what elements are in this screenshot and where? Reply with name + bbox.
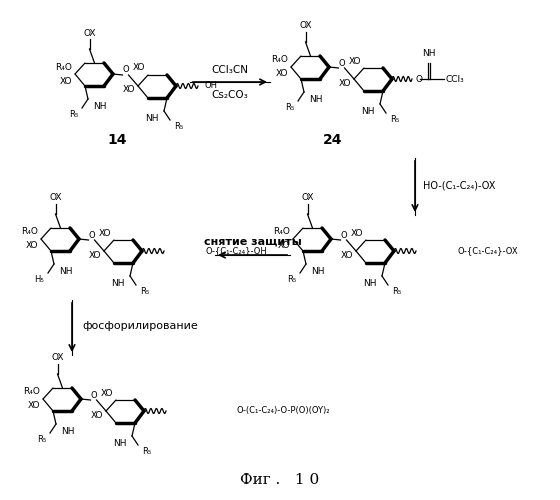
- Text: R₄O: R₄O: [273, 228, 290, 236]
- Text: XO: XO: [91, 410, 103, 420]
- Text: XO: XO: [59, 76, 72, 86]
- Text: R₄O: R₄O: [55, 62, 72, 72]
- Text: фосфорилирование: фосфорилирование: [82, 321, 198, 331]
- Text: O: O: [338, 58, 345, 68]
- Text: HO-(C₁-C₂₄)-OX: HO-(C₁-C₂₄)-OX: [423, 180, 496, 190]
- Text: 24: 24: [323, 133, 343, 147]
- Text: CCl₃CN: CCl₃CN: [212, 65, 249, 75]
- Text: OX: OX: [299, 22, 312, 30]
- Text: OX: OX: [52, 354, 64, 362]
- Text: O-(C₁-C₂₄)-O-P(O)(OY)₂: O-(C₁-C₂₄)-O-P(O)(OY)₂: [236, 406, 330, 416]
- Text: XO: XO: [351, 228, 363, 237]
- Text: O-{C₁-C₂₄}-OX: O-{C₁-C₂₄}-OX: [458, 246, 518, 256]
- Text: R₄O: R₄O: [271, 56, 288, 64]
- Text: O: O: [88, 230, 95, 239]
- Text: OH: OH: [204, 82, 217, 90]
- Text: XO: XO: [338, 78, 351, 88]
- Text: O: O: [122, 66, 129, 74]
- Text: XO: XO: [99, 228, 111, 237]
- Text: R₄O: R₄O: [21, 228, 38, 236]
- Text: NH: NH: [146, 114, 159, 123]
- Text: OX: OX: [49, 194, 62, 202]
- Text: XO: XO: [100, 388, 113, 398]
- Text: O: O: [416, 74, 423, 84]
- Text: R₅: R₅: [390, 115, 399, 124]
- Text: NH: NH: [422, 49, 436, 58]
- Text: XO: XO: [133, 64, 145, 72]
- Text: снятие защиты: снятие защиты: [204, 237, 301, 247]
- Text: NH: NH: [311, 267, 324, 276]
- Text: R₅: R₅: [284, 103, 294, 112]
- Text: OX: OX: [301, 194, 314, 202]
- Text: XO: XO: [26, 242, 38, 250]
- Text: O: O: [90, 390, 97, 400]
- Text: O-{C₁-C₂₄}-OH: O-{C₁-C₂₄}-OH: [206, 246, 267, 256]
- Text: OX: OX: [83, 28, 96, 38]
- Text: R₅: R₅: [287, 275, 296, 284]
- Text: NH: NH: [61, 427, 74, 436]
- Text: NH: NH: [309, 95, 323, 104]
- Text: NH: NH: [111, 279, 125, 288]
- Text: Фиг .   1 0: Фиг . 1 0: [240, 473, 320, 487]
- Text: 14: 14: [108, 133, 127, 147]
- Text: XO: XO: [340, 250, 353, 260]
- Text: NH: NH: [114, 439, 127, 448]
- Text: CCl₃: CCl₃: [446, 74, 465, 84]
- Text: NH: NH: [59, 267, 72, 276]
- Text: R₅: R₅: [37, 435, 46, 444]
- Text: NH: NH: [362, 107, 375, 116]
- Text: R₅: R₅: [142, 447, 151, 456]
- Text: R₅: R₅: [174, 122, 183, 131]
- Text: H₅: H₅: [34, 275, 44, 284]
- Text: R₅: R₅: [140, 287, 150, 296]
- Text: R₅: R₅: [392, 287, 402, 296]
- Text: XO: XO: [278, 242, 290, 250]
- Text: XO: XO: [27, 402, 40, 410]
- Text: O: O: [340, 230, 347, 239]
- Text: XO: XO: [276, 70, 288, 78]
- Text: Cs₂CO₃: Cs₂CO₃: [212, 90, 249, 100]
- Text: NH: NH: [363, 279, 377, 288]
- Text: XO: XO: [348, 56, 361, 66]
- Text: R₅: R₅: [69, 110, 78, 119]
- Text: XO: XO: [123, 86, 135, 94]
- Text: NH: NH: [93, 102, 106, 111]
- Text: R₄O: R₄O: [23, 388, 40, 396]
- Text: XO: XO: [88, 250, 101, 260]
